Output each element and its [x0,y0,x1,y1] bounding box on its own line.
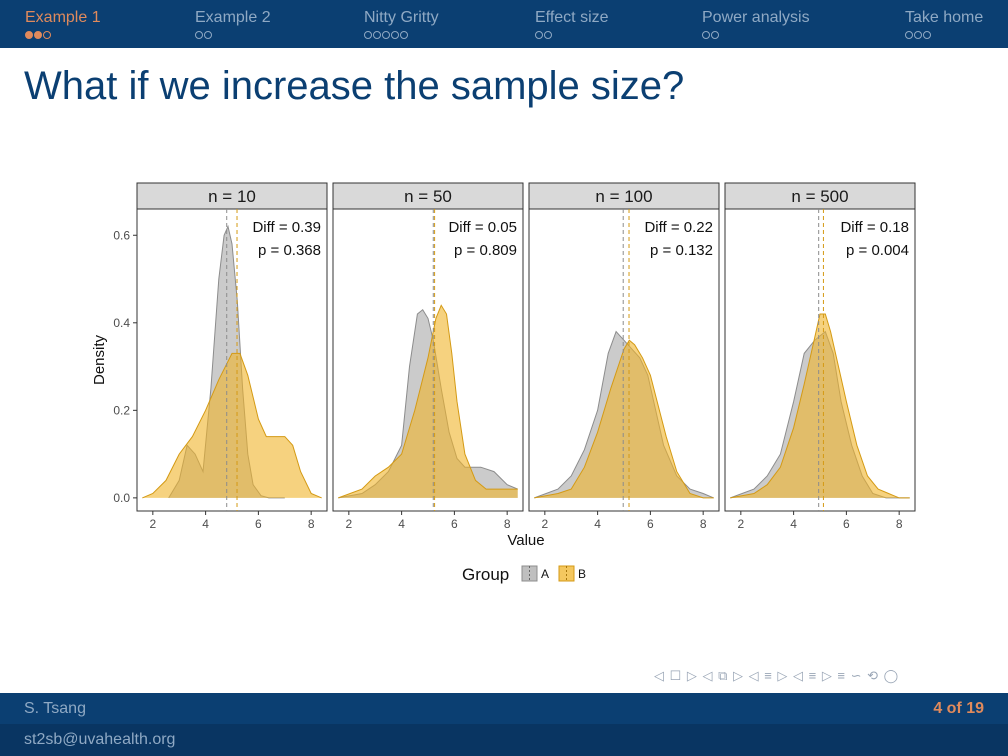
y-tick-label: 0.0 [113,491,130,505]
p-value-annotation: p = 0.368 [258,242,321,259]
nav-section-label: Take home [905,9,984,26]
nav-slide-dots [364,31,439,41]
nav-section-take-home[interactable]: Take home [905,9,983,41]
density-line-group-b [730,313,910,499]
density-area-group-b [142,353,322,498]
nav-section-label: Power analysis [702,9,810,26]
legend-entry-label: A [541,567,549,581]
y-tick-label: 0.4 [113,316,130,330]
nav-slide-dot[interactable] [382,31,390,39]
facet-label: n = 50 [404,187,452,206]
x-tick-label: 2 [345,517,352,531]
nav-slide-dot[interactable] [400,31,408,39]
p-value-annotation: p = 0.809 [454,242,517,259]
footer-author-bar: S. Tsang 4 of 19 [0,693,1008,724]
nav-slide-dots [25,31,101,41]
x-tick-label: 4 [202,517,209,531]
section-navigation: Example 1 Example 2 Nitty Gritty Effect … [0,0,1008,48]
nav-slide-dot[interactable] [391,31,399,39]
x-tick-label: 8 [896,517,903,531]
nav-slide-dot[interactable] [711,31,719,39]
x-tick-label: 2 [737,517,744,531]
nav-slide-dot[interactable] [364,31,372,39]
density-line-group-b [338,304,518,499]
nav-section-label: Nitty Gritty [364,9,439,26]
beamer-navigation-icons[interactable]: ◁ ☐ ▷ ◁ ⧉ ▷ ◁ ≡ ▷ ◁ ≡ ▷ ≡ ∽ ⟲ ◯ [654,668,900,683]
nav-section-power-analysis[interactable]: Power analysis [702,9,810,41]
facet-label: n = 10 [208,187,256,206]
x-tick-label: 8 [504,517,511,531]
author-email: st2sb@uvahealth.org [24,731,176,748]
facet-label: n = 100 [595,187,652,206]
nav-slide-dot[interactable] [25,31,33,39]
p-value-annotation: p = 0.132 [650,242,713,259]
nav-slide-dot[interactable] [923,31,931,39]
nav-section-label: Effect size [535,9,609,26]
density-area-group-b [338,305,518,498]
y-tick-label: 0.2 [113,403,130,417]
facet-strip [528,182,720,210]
density-line-group-b [534,339,714,499]
diff-annotation: Diff = 0.22 [644,219,713,236]
nav-section-effect-size[interactable]: Effect size [535,9,609,41]
nav-section-example-1[interactable]: Example 1 [25,9,101,41]
diff-annotation: Diff = 0.05 [448,219,517,236]
p-value-annotation: p = 0.004 [846,242,909,259]
slide-title: What if we increase the sample size? [24,64,685,108]
density-area-group-b [534,340,714,498]
y-tick-label: 0.6 [113,228,130,242]
density-area-group-b [730,314,910,498]
nav-slide-dots [535,31,609,41]
nav-slide-dot[interactable] [535,31,543,39]
facet-label: n = 500 [791,187,848,206]
nav-slide-dots [905,31,983,41]
nav-slide-dot[interactable] [702,31,710,39]
author-name: S. Tsang [24,700,86,717]
x-tick-label: 8 [700,517,707,531]
legend-entry-label: B [578,567,586,581]
x-tick-label: 2 [149,517,156,531]
x-tick-label: 6 [451,517,458,531]
diff-annotation: Diff = 0.39 [252,219,321,236]
nav-slide-dots [702,31,810,41]
density-area-group-a [168,226,285,498]
nav-slide-dot[interactable] [914,31,922,39]
facet-strip [724,182,916,210]
nav-slide-dot[interactable] [373,31,381,39]
footer-email-bar: st2sb@uvahealth.org [0,724,1008,756]
y-axis-label: Density [91,334,108,385]
legend-title: Group [462,565,509,584]
diff-annotation: Diff = 0.18 [840,219,909,236]
density-facet-chart: n = 10 Diff = 0.39 p = 0.368 2 4 6 8 n = 50 Diff… [91,182,916,584]
facet-strip [136,182,328,210]
x-axis-label: Value [507,532,544,549]
nav-slide-dot[interactable] [905,31,913,39]
x-tick-label: 6 [647,517,654,531]
nav-slide-dot[interactable] [43,31,51,39]
nav-slide-dot[interactable] [34,31,42,39]
nav-section-label: Example 2 [195,9,271,26]
nav-slide-dot[interactable] [195,31,203,39]
nav-slide-dot[interactable] [544,31,552,39]
x-tick-label: 4 [594,517,601,531]
x-tick-label: 8 [308,517,315,531]
nav-section-label: Example 1 [25,9,101,26]
x-tick-label: 6 [255,517,262,531]
x-tick-label: 2 [541,517,548,531]
density-line-group-b [142,352,322,499]
page-number: 4 of 19 [933,700,984,717]
x-tick-label: 6 [843,517,850,531]
nav-section-nitty-gritty[interactable]: Nitty Gritty [364,9,439,41]
nav-section-example-2[interactable]: Example 2 [195,9,271,41]
nav-slide-dot[interactable] [204,31,212,39]
x-tick-label: 4 [398,517,405,531]
x-tick-label: 4 [790,517,797,531]
nav-slide-dots [195,31,271,41]
